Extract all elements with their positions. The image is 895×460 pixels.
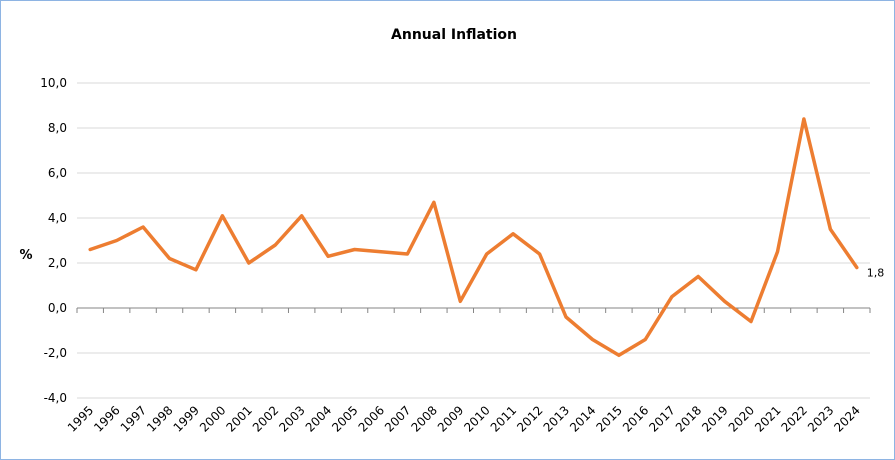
x-tick-label: 2000 [197, 403, 228, 434]
y-tick-label: 2,0 [48, 256, 67, 270]
y-tick-label: 4,0 [48, 211, 67, 225]
x-tick-label: 2018 [673, 403, 704, 434]
x-tick-label: 1996 [91, 403, 122, 434]
x-tick-label: 2004 [303, 403, 334, 434]
x-tick-label: 2011 [488, 403, 519, 434]
x-tick-label: 2012 [514, 403, 545, 434]
x-tick-label: 2022 [779, 403, 810, 434]
x-tick-label: 2008 [408, 403, 439, 434]
y-tick-label: -2,0 [44, 346, 67, 360]
x-tick-label: 2017 [646, 403, 677, 434]
x-tick-label: 2002 [250, 403, 281, 434]
x-tick-label: 1999 [171, 403, 202, 434]
y-axis-label: % [19, 248, 32, 263]
x-tick-label: 2006 [356, 403, 387, 434]
series-layer [88, 117, 859, 358]
x-tick-label: 2010 [461, 403, 492, 434]
x-tick-labels: 1995199619971998199920002001200220032004… [65, 403, 863, 434]
x-tick-label: 2021 [752, 403, 783, 434]
x-tick-label: 2009 [435, 403, 466, 434]
y-tick-labels: -4,0 -2,0 0,0 2,0 4,0 6,0 8,0 10,0 [40, 76, 67, 405]
x-tick-label: 2019 [699, 403, 730, 434]
x-tick-label: 1995 [65, 403, 96, 434]
x-tick-label: 2020 [726, 403, 757, 434]
data-labels: 1,8 [867, 267, 885, 280]
x-tick-label: 1998 [144, 403, 175, 434]
grid-lines [77, 82, 870, 399]
x-axis [76, 307, 871, 313]
x-tick-label: 2007 [382, 403, 413, 434]
x-tick-label: 2024 [831, 403, 862, 434]
x-tick-label: 2001 [223, 403, 254, 434]
chart-title: Annual Inflation [391, 27, 517, 43]
x-tick-label: 1997 [118, 403, 149, 434]
data-label: 1,8 [867, 267, 885, 280]
x-tick-label: 2016 [620, 403, 651, 434]
x-tick-label: 2014 [567, 403, 598, 434]
x-tick-label: 2015 [594, 403, 625, 434]
y-tick-label: 6,0 [48, 166, 67, 180]
y-tick-label: 10,0 [40, 76, 67, 90]
x-tick-label: 2005 [329, 403, 360, 434]
series-line [88, 117, 859, 358]
x-tick-label: 2003 [276, 403, 307, 434]
x-tick-label: 2023 [805, 403, 836, 434]
y-tick-label: -4,0 [44, 391, 67, 405]
y-tick-label: 0,0 [48, 301, 67, 315]
y-tick-label: 8,0 [48, 121, 67, 135]
x-tick-label: 2013 [541, 403, 572, 434]
